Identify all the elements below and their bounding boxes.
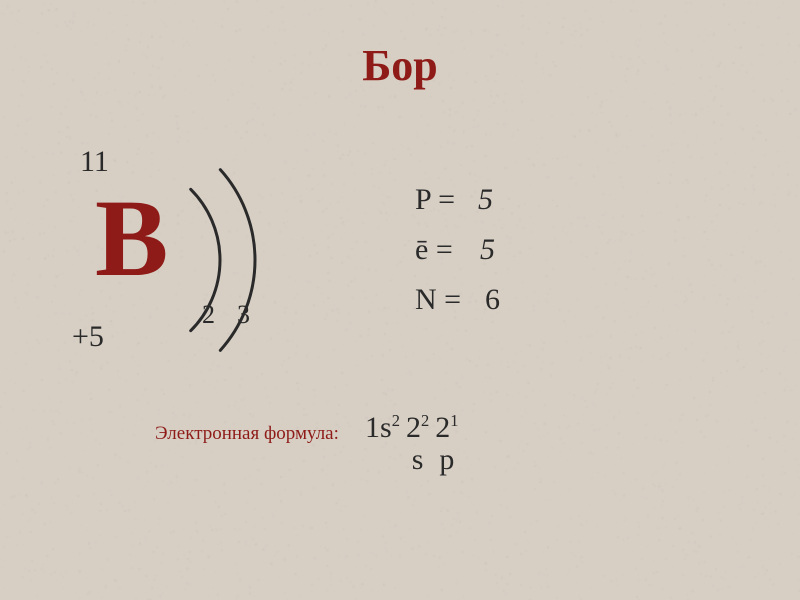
electrons-value: 5 (480, 233, 495, 267)
config-term: 22s (406, 413, 429, 475)
neutrons-label: N = (415, 283, 461, 317)
electrons-label: ē = (415, 233, 453, 267)
protons-label: P = (415, 183, 455, 217)
neutrons-value: 6 (485, 283, 500, 317)
shell-electron-count-2: 3 (237, 300, 250, 330)
electron-configuration: 1s2 22s 21p (365, 413, 458, 475)
config-term: 21p (435, 413, 458, 475)
config-term: 1s2 (365, 413, 400, 443)
shell-electron-count-1: 2 (202, 300, 215, 330)
slide: Бор B 11 +5 2 3 P = 5 ē = 5 N = 6 Электр… (0, 0, 800, 600)
electron-shell-arcs (0, 0, 800, 600)
protons-value: 5 (478, 183, 493, 217)
formula-caption: Электронная формула: (155, 423, 339, 445)
